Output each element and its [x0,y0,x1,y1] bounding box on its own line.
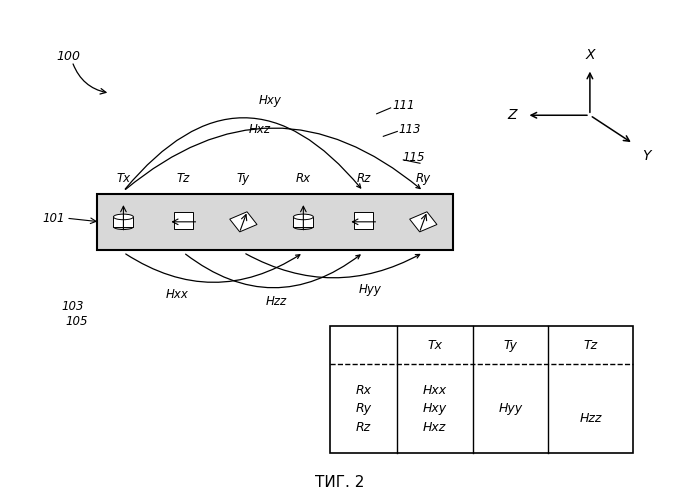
Text: ΤИГ. 2: ΤИГ. 2 [316,475,364,490]
Bar [97,194,454,250]
Text: Ty: Ty [237,172,250,185]
Text: 101: 101 [42,212,65,224]
Text: Hxz: Hxz [249,124,271,136]
Text: Rx: Rx [356,384,371,396]
Text: Hxz: Hxz [423,421,446,434]
Text: Hzz: Hzz [266,295,287,308]
FancyArrowPatch shape [125,118,360,189]
Ellipse shape [114,224,133,230]
Text: Hxy: Hxy [258,94,282,107]
Text: Ty: Ty [503,338,517,351]
Text: Ry: Ry [356,402,371,415]
Text: Hyy: Hyy [498,402,522,415]
Text: Hxy: Hxy [422,402,447,415]
Text: Hxx: Hxx [165,288,188,300]
Text: X: X [585,48,594,62]
Text: Ry: Ry [415,172,431,185]
Ellipse shape [293,224,313,230]
Text: Tx: Tx [427,338,442,351]
Text: 105: 105 [65,314,88,328]
Polygon shape [230,212,257,232]
Bar [354,212,373,228]
Ellipse shape [293,214,313,220]
Polygon shape [409,212,437,232]
Ellipse shape [114,214,133,220]
Bar [293,217,313,226]
Bar [114,217,133,226]
Text: Rx: Rx [296,172,311,185]
Text: Tz: Tz [177,172,190,185]
Bar [174,212,192,228]
Text: 100: 100 [57,50,81,63]
Text: 111: 111 [392,99,415,112]
Text: 113: 113 [398,124,421,136]
FancyArrowPatch shape [186,254,360,288]
Text: Hxx: Hxx [422,384,447,396]
Text: 103: 103 [61,300,84,313]
FancyArrowPatch shape [245,254,420,278]
Text: Rz: Rz [356,421,371,434]
Text: Rz: Rz [356,172,371,185]
FancyArrowPatch shape [126,254,300,282]
Text: Hyy: Hyy [358,282,381,296]
Text: Tx: Tx [116,172,131,185]
FancyArrowPatch shape [126,128,420,190]
Bar [330,326,633,454]
Text: Hzz: Hzz [579,412,602,424]
Text: Z: Z [507,108,517,122]
Text: Y: Y [642,148,650,162]
Text: 115: 115 [402,152,424,164]
Text: Tz: Tz [583,338,598,351]
